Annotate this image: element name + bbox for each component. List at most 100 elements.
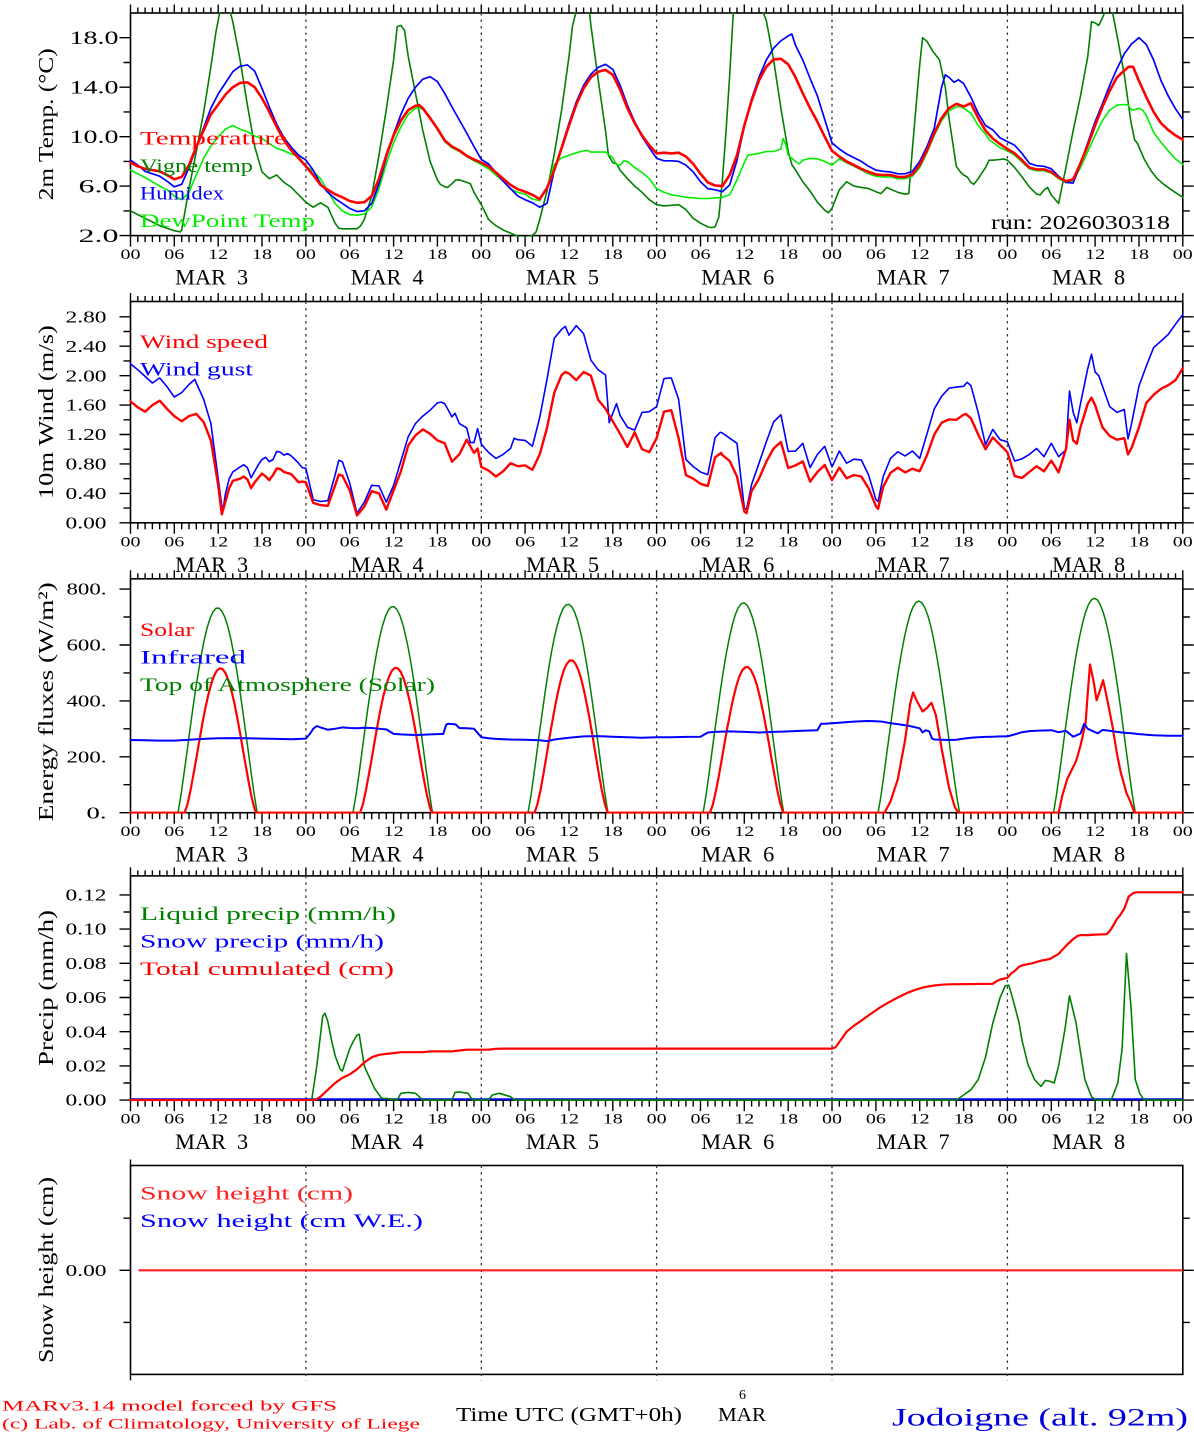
svg-text:00: 00 xyxy=(471,534,491,550)
svg-text:Jodoigne (alt. 92m): Jodoigne (alt. 92m) xyxy=(892,1405,1188,1432)
svg-text:12: 12 xyxy=(910,534,930,550)
svg-text:12: 12 xyxy=(910,247,930,263)
svg-text:00: 00 xyxy=(121,1112,141,1128)
svg-text:06: 06 xyxy=(691,534,712,550)
svg-text:18: 18 xyxy=(778,1112,798,1128)
svg-text:Snow precip (mm/h): Snow precip (mm/h) xyxy=(140,933,384,953)
svg-text:00: 00 xyxy=(471,1112,491,1128)
svg-text:18: 18 xyxy=(1129,534,1149,550)
svg-text:06: 06 xyxy=(1041,534,1062,550)
svg-text:00: 00 xyxy=(121,534,141,550)
svg-text:12: 12 xyxy=(734,534,754,550)
svg-text:12: 12 xyxy=(384,1112,404,1128)
svg-text:06: 06 xyxy=(691,247,712,263)
svg-text:06: 06 xyxy=(866,824,887,840)
svg-text:Liquid precip (mm/h): Liquid precip (mm/h) xyxy=(140,905,396,925)
svg-text:10m Wind (m/s): 10m Wind (m/s) xyxy=(34,325,58,499)
svg-text:18: 18 xyxy=(603,1112,623,1128)
svg-text:00: 00 xyxy=(296,534,316,550)
svg-text:Vigne temp: Vigne temp xyxy=(140,157,253,177)
svg-text:MAR 3: MAR 3 xyxy=(175,265,248,290)
svg-text:2.40: 2.40 xyxy=(66,337,107,356)
svg-text:MAR 8: MAR 8 xyxy=(1052,552,1125,577)
svg-text:Precip (mm/h): Precip (mm/h) xyxy=(34,910,58,1066)
svg-text:18: 18 xyxy=(603,247,623,263)
svg-text:12: 12 xyxy=(559,1112,579,1128)
svg-text:06: 06 xyxy=(866,247,887,263)
svg-text:06: 06 xyxy=(164,1112,185,1128)
svg-text:0.00: 0.00 xyxy=(66,1261,107,1280)
svg-text:18: 18 xyxy=(1129,824,1149,840)
svg-text:18: 18 xyxy=(778,824,798,840)
svg-text:Solar: Solar xyxy=(140,621,194,641)
svg-text:18: 18 xyxy=(1129,247,1149,263)
svg-text:12: 12 xyxy=(208,534,228,550)
svg-text:12: 12 xyxy=(734,824,754,840)
svg-text:06: 06 xyxy=(340,247,361,263)
svg-text:18: 18 xyxy=(252,534,272,550)
svg-text:MAR 8: MAR 8 xyxy=(1052,1129,1125,1154)
svg-text:14.0: 14.0 xyxy=(70,78,119,99)
svg-text:MAR 3: MAR 3 xyxy=(175,1129,248,1154)
svg-text:Time UTC (GMT+0h): Time UTC (GMT+0h) xyxy=(456,1404,682,1426)
svg-text:00: 00 xyxy=(997,824,1017,840)
svg-text:MAR 5: MAR 5 xyxy=(526,1129,599,1154)
svg-text:00: 00 xyxy=(647,1112,667,1128)
svg-text:00: 00 xyxy=(822,824,842,840)
svg-text:MAR 4: MAR 4 xyxy=(351,1129,424,1154)
svg-text:12: 12 xyxy=(910,824,930,840)
svg-text:12: 12 xyxy=(1085,247,1105,263)
svg-text:18: 18 xyxy=(954,1112,974,1128)
svg-text:06: 06 xyxy=(164,247,185,263)
svg-text:MAR 7: MAR 7 xyxy=(877,552,950,577)
svg-text:06: 06 xyxy=(340,824,361,840)
svg-text:run: 2026030318: run: 2026030318 xyxy=(991,212,1170,234)
svg-text:12: 12 xyxy=(559,534,579,550)
svg-text:10.0: 10.0 xyxy=(70,127,119,148)
svg-text:00: 00 xyxy=(997,247,1017,263)
svg-text:12: 12 xyxy=(1085,824,1105,840)
svg-text:18: 18 xyxy=(778,247,798,263)
svg-text:1.20: 1.20 xyxy=(66,425,107,444)
svg-text:06: 06 xyxy=(340,534,361,550)
svg-text:MAR 4: MAR 4 xyxy=(351,842,424,867)
svg-text:2.80: 2.80 xyxy=(66,307,107,326)
svg-text:MARv3.14 model forced by GFS: MARv3.14 model forced by GFS xyxy=(2,1399,337,1415)
svg-text:Humidex: Humidex xyxy=(140,185,225,205)
svg-text:00: 00 xyxy=(471,824,491,840)
svg-text:00: 00 xyxy=(647,534,667,550)
svg-text:0.08: 0.08 xyxy=(66,954,107,973)
svg-text:18.0: 18.0 xyxy=(70,28,119,49)
svg-text:00: 00 xyxy=(997,1112,1017,1128)
svg-text:MAR 5: MAR 5 xyxy=(526,552,599,577)
svg-text:0.02: 0.02 xyxy=(66,1057,107,1076)
svg-text:00: 00 xyxy=(296,247,316,263)
svg-text:12: 12 xyxy=(384,824,404,840)
svg-text:18: 18 xyxy=(427,1112,447,1128)
svg-text:12: 12 xyxy=(208,247,228,263)
svg-text:06: 06 xyxy=(515,247,536,263)
svg-text:MAR 4: MAR 4 xyxy=(351,552,424,577)
svg-text:MAR 3: MAR 3 xyxy=(175,842,248,867)
svg-text:MAR 6: MAR 6 xyxy=(701,1129,774,1154)
svg-text:00: 00 xyxy=(1173,534,1193,550)
svg-text:0.04: 0.04 xyxy=(66,1022,107,1041)
svg-text:18: 18 xyxy=(252,247,272,263)
svg-text:18: 18 xyxy=(954,247,974,263)
svg-text:Wind speed: Wind speed xyxy=(140,333,269,353)
svg-text:00: 00 xyxy=(1173,247,1193,263)
svg-text:12: 12 xyxy=(1085,1112,1105,1128)
svg-text:12: 12 xyxy=(910,1112,930,1128)
svg-text:0.10: 0.10 xyxy=(66,920,107,939)
svg-text:Total cumulated (cm): Total cumulated (cm) xyxy=(140,960,394,980)
svg-text:12: 12 xyxy=(559,824,579,840)
svg-text:18: 18 xyxy=(603,534,623,550)
svg-text:MAR 3: MAR 3 xyxy=(175,552,248,577)
svg-text:18: 18 xyxy=(427,534,447,550)
svg-text:00: 00 xyxy=(822,247,842,263)
svg-text:00: 00 xyxy=(121,247,141,263)
svg-text:12: 12 xyxy=(208,1112,228,1128)
svg-text:00: 00 xyxy=(647,824,667,840)
svg-text:MAR 7: MAR 7 xyxy=(877,1129,950,1154)
svg-text:0.: 0. xyxy=(87,803,107,822)
